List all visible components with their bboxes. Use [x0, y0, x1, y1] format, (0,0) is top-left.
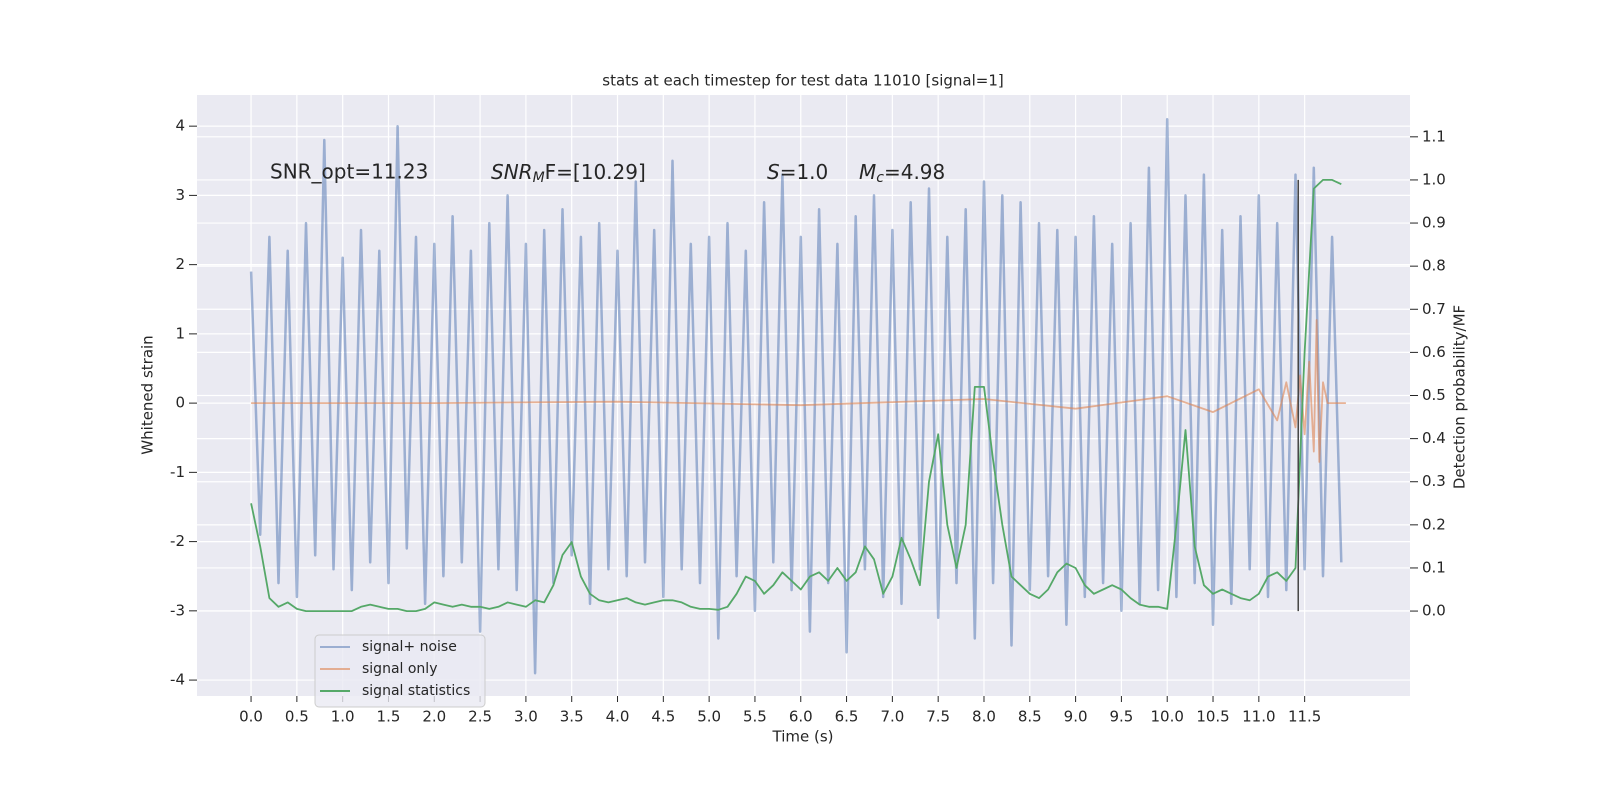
y-tick-label: -1: [170, 463, 185, 481]
x-tick-label: 2.0: [422, 708, 446, 726]
x-tick-label: 9.5: [1109, 708, 1133, 726]
x-axis-label: Time (s): [772, 728, 834, 746]
y2-tick-label: 0.8: [1422, 257, 1446, 275]
series-line: [250, 179, 1342, 612]
annotation-base: S: [767, 160, 780, 184]
x-tick-label: 0.5: [285, 708, 309, 726]
y-tick-label: 4: [175, 117, 185, 135]
x-tick-label: 6.5: [835, 708, 859, 726]
y2-tick-label: 0.0: [1422, 602, 1446, 620]
x-tick-label: 2.5: [468, 708, 492, 726]
annotation-base: SNR: [491, 160, 533, 184]
x-tick-label: 10.5: [1196, 708, 1229, 726]
x-tick-label: 0.0: [239, 708, 263, 726]
annotation: SNRMF=[10.29]: [491, 160, 646, 187]
y2-tick-label: 0.6: [1422, 343, 1446, 361]
y-tick-label: -4: [170, 671, 185, 689]
legend-label: signal statistics: [362, 683, 470, 699]
x-tick-label: 7.5: [926, 708, 950, 726]
annotation: SNR_opt=11.23: [270, 160, 428, 184]
annotation-base: M: [859, 160, 876, 184]
legend: signal+ noise signal only signal statistic…: [314, 634, 486, 708]
y2-tick-label: 0.1: [1422, 558, 1446, 576]
y2-tick-label: 0.3: [1422, 472, 1446, 490]
chart-title: stats at each timestep for test data 110…: [602, 72, 1003, 90]
annotation: S=1.0: [767, 160, 828, 184]
y-tick-label: 1: [175, 324, 185, 342]
y2-tick-label: 0.4: [1422, 429, 1446, 447]
x-tick-label: 10.0: [1151, 708, 1184, 726]
annotation-sub: c: [876, 170, 884, 186]
x-tick-label: 8.0: [972, 708, 996, 726]
y2-tick-label: 0.9: [1422, 214, 1446, 232]
y2-tick-label: 0.5: [1422, 386, 1446, 404]
x-tick-label: 1.0: [331, 708, 355, 726]
annotation-rest: =1.0: [780, 160, 829, 184]
y-tick-label: 2: [175, 255, 185, 273]
y2-tick-label: 0.2: [1422, 515, 1446, 533]
y2-axis-label: Detection probability/MF: [1451, 305, 1469, 489]
annotation-sub: M: [533, 170, 545, 186]
legend-label: signal+ noise: [362, 639, 457, 655]
y-tick-label: -2: [170, 532, 185, 550]
x-tick-label: 11.0: [1242, 708, 1275, 726]
y2-tick-label: 1.0: [1422, 170, 1446, 188]
x-tick-label: 9.0: [1064, 708, 1088, 726]
legend-box: [314, 634, 486, 708]
y-axis-label: Whitened strain: [139, 335, 157, 454]
x-tick-label: 1.5: [377, 708, 401, 726]
y-tick-label: 0: [175, 394, 185, 412]
x-tick-label: 8.5: [1018, 708, 1042, 726]
x-tick-label: 5.0: [697, 708, 721, 726]
y2-tick-label: 0.7: [1422, 300, 1446, 318]
x-tick-label: 5.5: [743, 708, 767, 726]
y2-tick-label: 1.1: [1422, 127, 1446, 145]
x-tick-label: 4.5: [651, 708, 675, 726]
series-line: [251, 319, 1346, 463]
x-tick-label: 11.5: [1288, 708, 1321, 726]
annotation: Mc=4.98: [859, 160, 945, 187]
annotation-rest: =4.98: [884, 160, 945, 184]
x-tick-label: 6.0: [789, 708, 813, 726]
annotation-rest: F=[10.29]: [545, 160, 646, 184]
y-tick-label: 3: [175, 186, 185, 204]
legend-label: signal only: [362, 661, 437, 677]
x-tick-label: 3.5: [560, 708, 584, 726]
x-tick-label: 3.0: [514, 708, 538, 726]
x-tick-label: 7.0: [880, 708, 904, 726]
series-line: [249, 117, 1343, 675]
y-tick-label: -3: [170, 601, 185, 619]
x-tick-label: 4.0: [606, 708, 630, 726]
